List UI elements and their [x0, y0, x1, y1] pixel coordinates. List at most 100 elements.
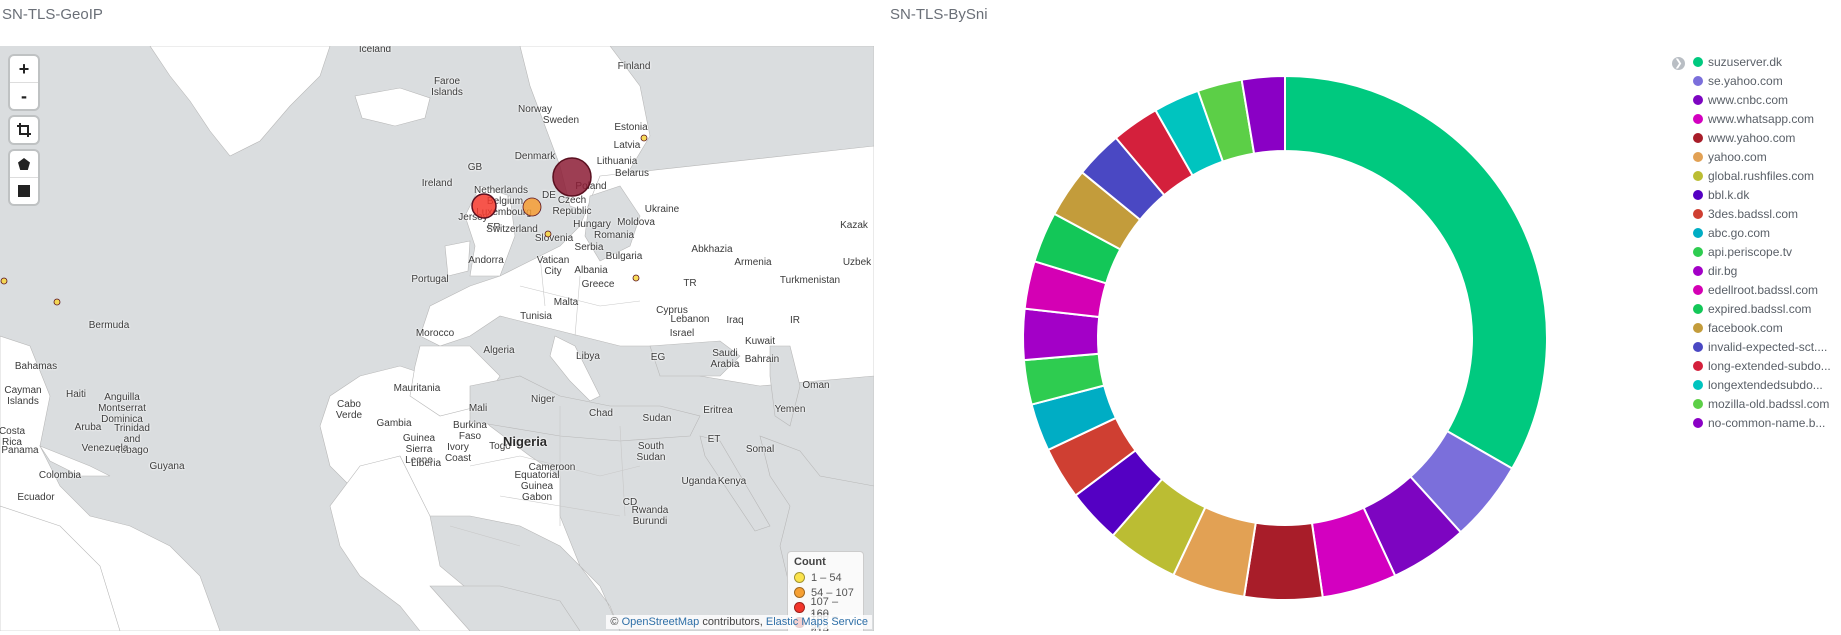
pie-legend-swatch [1693, 360, 1703, 371]
pie-legend-swatch [1693, 322, 1703, 333]
map-label: Bahrain [744, 354, 780, 365]
pie-legend-swatch [1693, 265, 1703, 276]
pie-legend-label: 3des.badssl.com [1708, 206, 1799, 221]
map-label: Oman [802, 380, 830, 391]
map-bubble[interactable] [552, 157, 592, 197]
map-label: Equatorial Guinea Gabon [514, 470, 560, 503]
legend-swatch [794, 587, 805, 598]
pie-legend-item[interactable]: long-extended-subdo... [1693, 356, 1831, 375]
pie-slice[interactable] [1242, 521, 1324, 601]
pie-legend-item[interactable]: expired.badssl.com [1693, 299, 1831, 318]
map-label: Ivory Coast [444, 442, 472, 464]
pie-legend-item[interactable]: www.yahoo.com [1693, 128, 1831, 147]
map-label: Niger [531, 394, 555, 405]
pie-legend-label: www.whatsapp.com [1708, 111, 1815, 126]
openstreetmap-link[interactable]: OpenStreetMap [621, 616, 700, 628]
zoom-in-button[interactable]: + [10, 56, 38, 83]
map-label: ET [707, 434, 721, 445]
pie-legend-label: dir.bg [1708, 263, 1738, 278]
map-label: Greece [581, 279, 615, 290]
crop-icon[interactable] [10, 117, 38, 143]
geoip-map-panel: SN-TLS-GeoIP [0, 0, 880, 635]
map-label: Bermuda [88, 320, 130, 331]
map-bubble[interactable] [640, 134, 648, 142]
pie-legend-item[interactable]: se.yahoo.com [1693, 71, 1831, 90]
map-label: Romania [593, 230, 635, 241]
pie-legend-item[interactable]: suzuserver.dk [1693, 52, 1831, 71]
map-bubble[interactable] [544, 230, 552, 238]
map-label: Aruba [74, 422, 102, 433]
pie-legend-swatch [1693, 113, 1703, 124]
map-label: Yemen [774, 404, 806, 415]
pie-slice[interactable] [1240, 74, 1286, 155]
region-map[interactable]: Iceland Faroe Islands Finland Norway Sweden E… [0, 46, 874, 631]
pie-legend-item[interactable]: www.whatsapp.com [1693, 109, 1831, 128]
map-bubble[interactable] [522, 197, 542, 217]
map-label: Switzerland [486, 224, 538, 235]
map-label: Cameroon [528, 462, 576, 473]
map-label: Lithuania [596, 156, 638, 167]
map-label: Cyprus [656, 305, 688, 316]
map-controls: + - [10, 56, 38, 212]
map-bubble[interactable] [53, 298, 61, 306]
map-label: South Sudan [636, 441, 666, 463]
map-label: Luxembourg [476, 207, 532, 218]
map-background [0, 46, 874, 631]
pie-legend-label: se.yahoo.com [1708, 73, 1783, 88]
pie-slice[interactable] [1284, 74, 1548, 470]
map-label: Moldova [617, 217, 655, 228]
map-label: Liberia [410, 458, 442, 469]
pentagon-icon[interactable] [10, 151, 38, 178]
pie-legend-item[interactable]: api.periscope.tv [1693, 242, 1831, 261]
pie-legend-item[interactable]: 3des.badssl.com [1693, 204, 1831, 223]
pie-legend-swatch [1693, 208, 1703, 219]
map-label: Jersey [458, 212, 488, 223]
map-label: Gambia [376, 418, 412, 429]
pie-legend-item[interactable]: edellroot.badssl.com [1693, 280, 1831, 299]
pie-legend-item[interactable]: dir.bg [1693, 261, 1831, 280]
square-icon[interactable] [10, 178, 38, 204]
map-label: Denmark [514, 151, 556, 162]
map-label: Estonia [614, 122, 648, 133]
pie-legend-label: expired.badssl.com [1708, 301, 1812, 316]
pie-legend-item[interactable]: yahoo.com [1693, 147, 1831, 166]
map-label: Panama [1, 445, 39, 456]
map-label: Belarus [615, 168, 649, 179]
pie-legend-item[interactable]: longextendedsubdo... [1693, 375, 1831, 394]
pie-legend-swatch [1693, 189, 1703, 200]
pie-legend-item[interactable]: facebook.com [1693, 318, 1831, 337]
pie-legend-label: www.cnbc.com [1708, 92, 1789, 107]
pie-legend-item[interactable]: abc.go.com [1693, 223, 1831, 242]
map-label: Malta [553, 297, 579, 308]
pie-legend-item[interactable]: invalid-expected-sct.... [1693, 337, 1831, 356]
map-bubble[interactable] [0, 277, 8, 285]
chevron-right-icon[interactable]: ❯ [1672, 57, 1685, 70]
pie-legend-swatch [1693, 132, 1703, 143]
pie-legend-label: mozilla-old.badssl.com [1708, 396, 1830, 411]
pie-legend-item[interactable]: no-common-name.b... [1693, 413, 1831, 432]
map-bubble[interactable] [632, 274, 640, 282]
pie-legend-item[interactable]: mozilla-old.badssl.com [1693, 394, 1831, 413]
map-bubble[interactable] [471, 193, 497, 219]
legend-label: 1 – 54 [811, 571, 842, 584]
pie-legend-item[interactable]: bbl.k.dk [1693, 185, 1831, 204]
pie-legend-item[interactable]: www.cnbc.com [1693, 90, 1831, 109]
map-label: Abkhazia [691, 244, 733, 255]
map-label: Finland [617, 61, 651, 72]
pie-legend-item[interactable]: global.rushfiles.com [1693, 166, 1831, 185]
zoom-out-button[interactable]: - [21, 85, 27, 106]
pie-legend-label: abc.go.com [1708, 225, 1771, 240]
pie-legend-swatch [1693, 246, 1703, 257]
pie-legend-swatch [1693, 341, 1703, 352]
map-label: Kuwait [744, 336, 776, 347]
map-label: Ukraine [644, 204, 680, 215]
pie-panel-title: SN-TLS-BySni [890, 6, 988, 23]
elastic-maps-link[interactable]: Elastic Maps Service [765, 616, 868, 628]
pie-legend-swatch [1693, 151, 1703, 162]
map-bubbles [0, 134, 648, 306]
map-label: Latvia [613, 140, 641, 151]
map-label: Haiti [65, 389, 87, 400]
pie-legend-swatch [1693, 56, 1703, 67]
pie-legend-swatch [1693, 75, 1703, 86]
